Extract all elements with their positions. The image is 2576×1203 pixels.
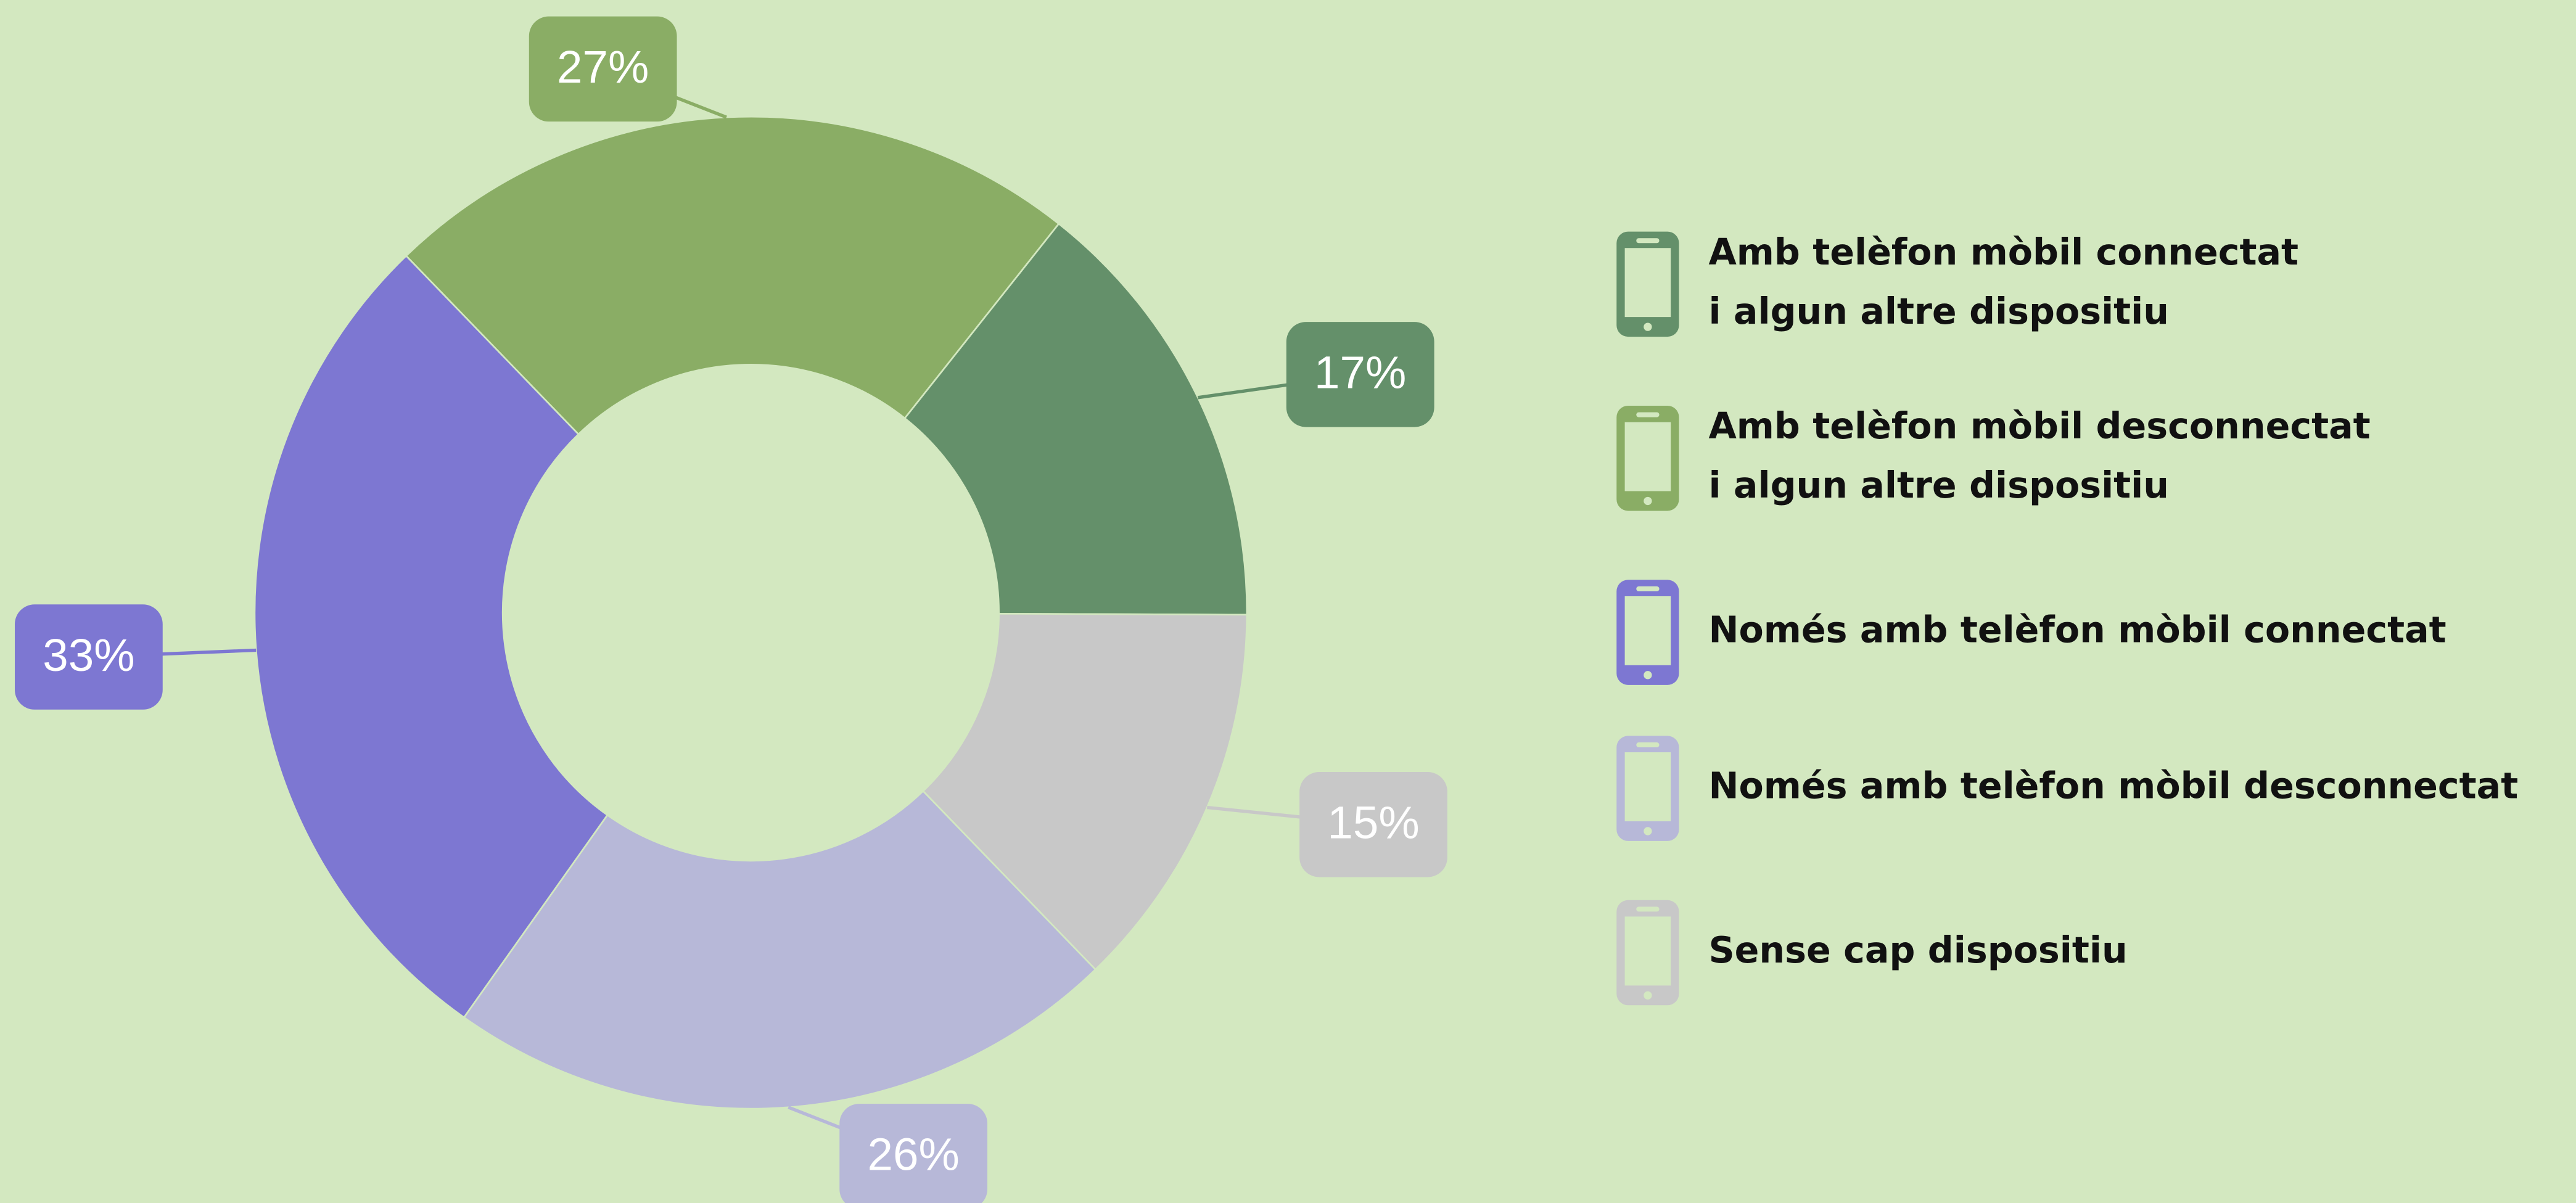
label-box [1299,772,1447,877]
legend-icon-button [1644,322,1652,331]
legend-entry-box: Només amb telèfon mòbil connectat [1708,567,2576,698]
legend-icon-button [1644,671,1652,680]
legend-entry: Amb telèfon mòbil desconnectat i algun a… [1708,393,2576,524]
slice [463,790,1097,1110]
legend-label: Només amb telèfon mòbil connectat [1708,610,2446,652]
legend-icon-speaker [1636,238,1660,244]
legend-entry: Només amb telèfon mòbil connectat [1708,567,2576,698]
data-label: 33% [43,629,134,681]
label-box [1286,322,1434,427]
legend-label: Sense cap dispositiu [1708,931,2128,972]
legend-entry-box: Amb telèfon mòbil connectat i algun altr… [1708,218,2576,350]
legend-entry: Amb telèfon mòbil connectat i algun altr… [1708,218,2576,350]
legend-entry: Sense cap dispositiu [1708,887,2576,1018]
legend-entry: Només amb telèfon mòbil desconnectat [1708,723,2576,854]
legend-label: Amb telèfon mòbil connectat i algun altr… [1708,233,2299,334]
legend-entry-box: Amb telèfon mòbil desconnectat i algun a… [1708,393,2576,524]
legend-label: Amb telèfon mòbil desconnectat i algun a… [1708,407,2371,508]
legend-icon-screen [1624,248,1671,318]
legend-icon-speaker [1636,586,1660,591]
slice [253,255,609,1019]
slice [921,612,1248,971]
legend-icon-screen [1624,752,1671,821]
slice [405,115,1060,436]
data-label: 26% [868,1128,960,1180]
label-box [529,16,677,122]
legend-entry-box: Sense cap dispositiu [1708,887,2576,1018]
legend-icon-button [1644,827,1652,836]
slices [253,115,1248,1110]
label-box [15,604,163,710]
label-box [839,1104,988,1203]
legend-icon-speaker [1636,742,1660,748]
legend-icon-screen [1624,916,1671,986]
legend-icon-speaker [1636,906,1660,912]
legend-entry-box: Només amb telèfon mòbil desconnectat [1708,723,2576,854]
legend-icon-button [1644,496,1652,506]
legend-icon-screen [1624,596,1671,665]
slice [903,223,1248,616]
legend-icon-screen [1624,422,1671,491]
data-label: 17% [1314,347,1406,398]
data-label: 27% [557,41,649,92]
legend-label: Només amb telèfon mòbil desconnectat [1708,767,2519,808]
legend-icon-speaker [1636,412,1660,417]
legend-icon-button [1644,991,1652,1000]
data-label: 15% [1327,797,1419,848]
